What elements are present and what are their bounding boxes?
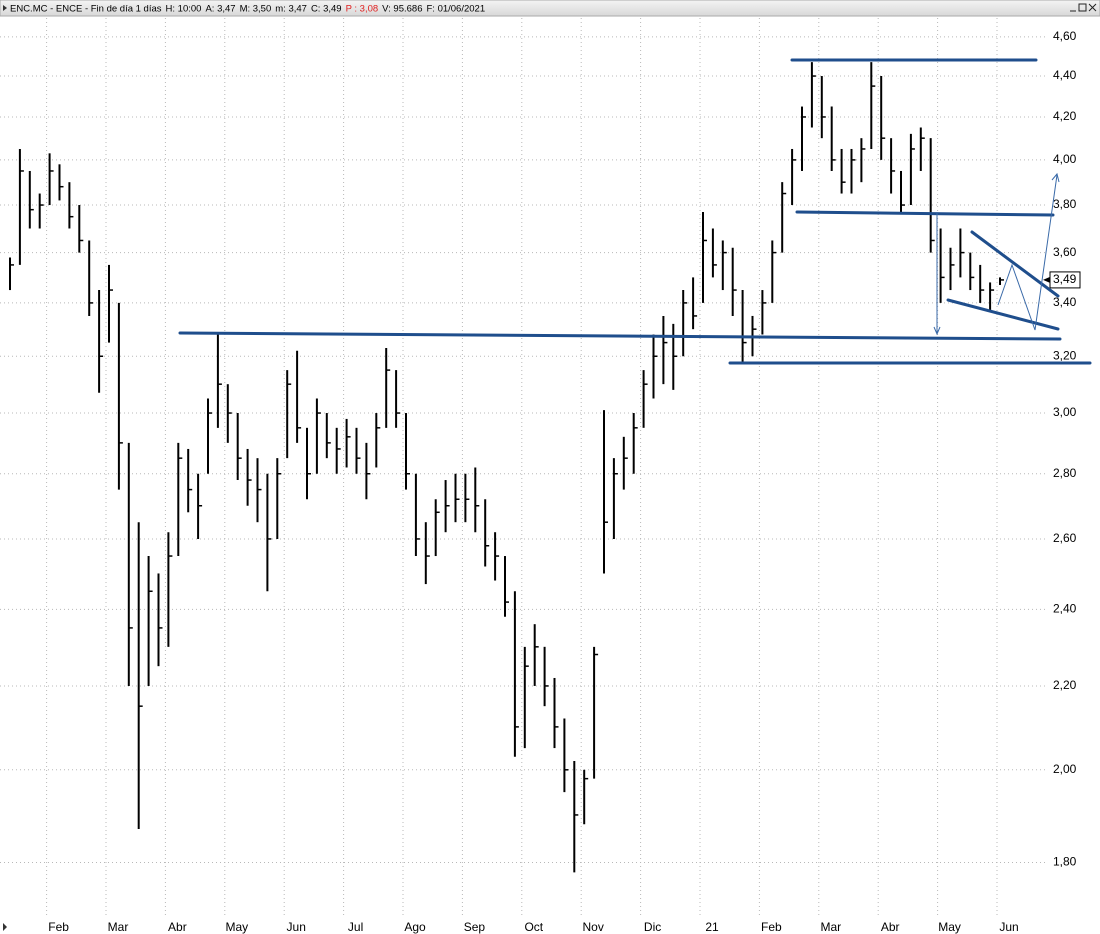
title-part: A: 3,47 (205, 3, 235, 14)
x-tick-label: Feb (48, 920, 69, 934)
y-tick-label: 3,60 (1053, 245, 1077, 259)
title-part: m: 3,47 (275, 3, 307, 14)
y-tick-label: 1,80 (1053, 855, 1077, 869)
x-tick-label: Sep (464, 920, 486, 934)
y-tick-label: 2,20 (1053, 678, 1077, 692)
x-tick-label: Nov (583, 920, 604, 934)
y-tick-label: 2,80 (1053, 466, 1077, 480)
y-tick-label: 3,40 (1053, 295, 1077, 309)
title-part: ENC.MC - ENCE - Fin de día 1 días (10, 3, 162, 14)
y-tick-label: 3,20 (1053, 348, 1077, 362)
x-tick-label: Ago (404, 920, 426, 934)
y-tick-label: 4,20 (1053, 109, 1077, 123)
title-bar (0, 0, 1100, 17)
y-tick-label: 4,00 (1053, 152, 1077, 166)
x-tick-label: Abr (168, 920, 187, 934)
x-tick-label: Jun (287, 920, 306, 934)
title-part: H: 10:00 (166, 3, 202, 14)
window-title: ENC.MC - ENCE - Fin de día 1 días H: 10:0… (10, 3, 485, 14)
x-tick-label: Abr (881, 920, 900, 934)
x-tick-label: May (938, 920, 961, 934)
title-part: C: 3,49 (311, 3, 342, 14)
scroll-icon[interactable] (3, 923, 7, 931)
y-tick-label: 4,60 (1053, 29, 1077, 43)
y-tick-label: 3,80 (1053, 197, 1077, 211)
x-tick-label: May (225, 920, 248, 934)
x-tick-label: Jun (999, 920, 1018, 934)
last-price-label: 3,49 (1053, 272, 1077, 286)
y-tick-label: 2,60 (1053, 531, 1077, 545)
x-tick-label: Feb (761, 920, 782, 934)
y-tick-label: 2,40 (1053, 602, 1077, 616)
trendlines (178, 58, 1092, 365)
title-part: F: 01/06/2021 (426, 3, 485, 14)
y-tick-label: 2,00 (1053, 762, 1077, 776)
last-price-pointer (1043, 276, 1050, 283)
menu-icon[interactable] (3, 5, 7, 11)
title-part: V: 95.686 (382, 3, 422, 14)
x-tick-label: Jul (348, 920, 363, 934)
x-tick-label: Mar (108, 920, 129, 934)
x-tick-label: Mar (820, 920, 841, 934)
title-part: P : 3,08 (346, 3, 379, 14)
title-part: M: 3,50 (240, 3, 272, 14)
y-tick-label: 4,40 (1053, 68, 1077, 82)
y-tick-label: 3,00 (1053, 405, 1077, 419)
x-tick-label: 21 (705, 920, 719, 934)
x-tick-label: Dic (644, 920, 661, 934)
x-tick-label: Oct (524, 920, 543, 934)
x-axis-strip (0, 920, 1040, 934)
window-buttons[interactable] (1070, 3, 1097, 12)
